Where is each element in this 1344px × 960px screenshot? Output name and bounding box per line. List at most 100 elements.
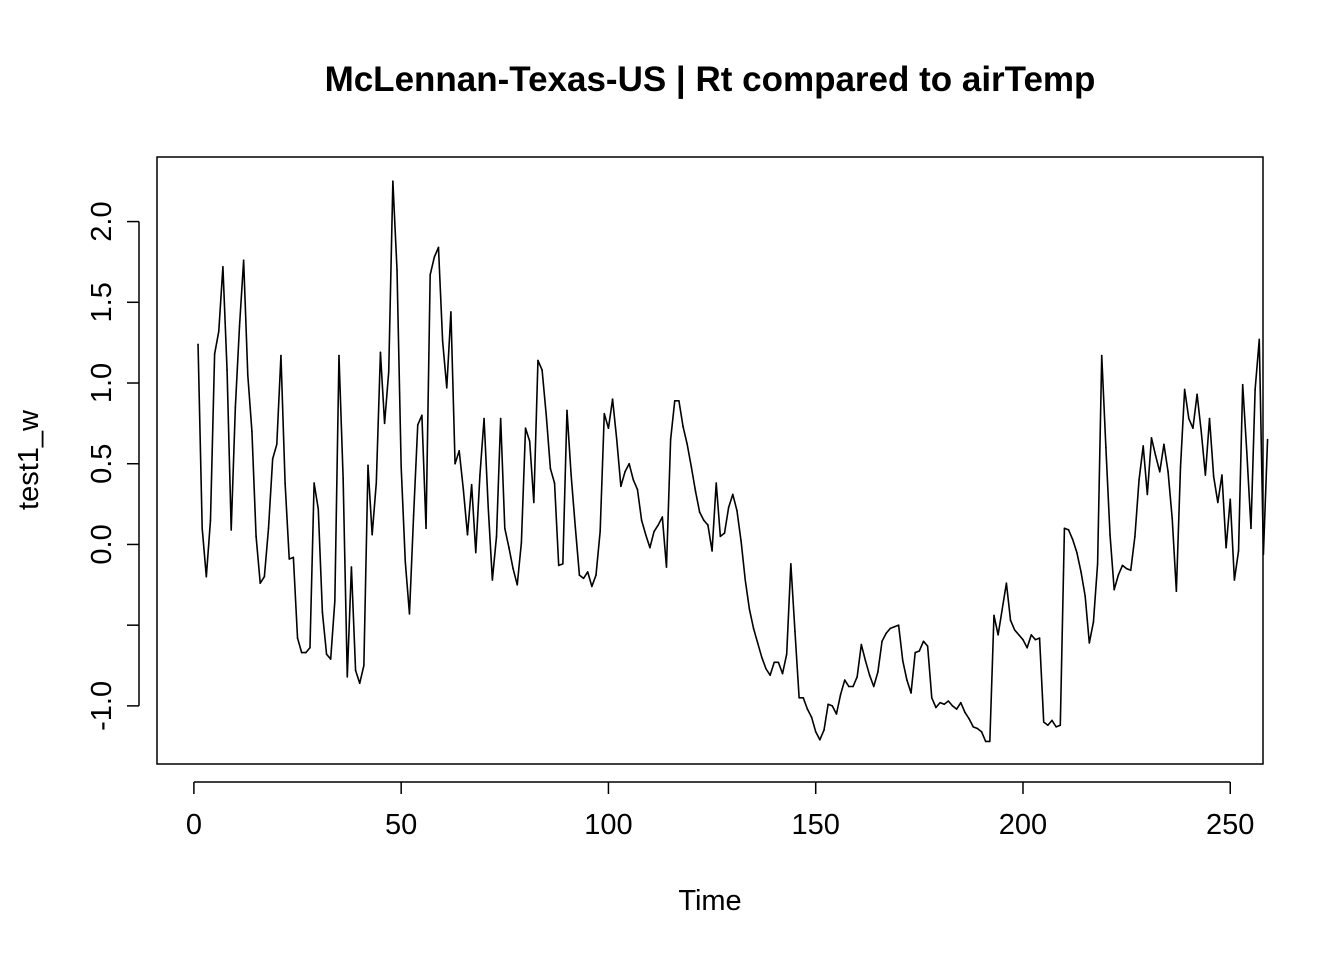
data-point (719, 535, 722, 538)
data-point (690, 466, 693, 468)
data-point (611, 398, 614, 400)
data-point (943, 703, 946, 706)
series-line (197, 180, 1269, 743)
data-point (926, 645, 929, 647)
data-point (906, 679, 908, 681)
data-point (1013, 629, 1016, 631)
data-point (528, 440, 531, 442)
data-point (222, 265, 224, 268)
data-point (1038, 637, 1041, 639)
data-point (777, 661, 780, 664)
data-point (997, 634, 999, 636)
data-point (628, 462, 630, 465)
data-point (1183, 388, 1186, 391)
data-point (454, 462, 456, 465)
data-point (1026, 646, 1028, 649)
data-point (508, 546, 510, 549)
data-point (1059, 724, 1062, 727)
data-point (1208, 417, 1211, 420)
data-point (682, 425, 684, 428)
data-point (727, 506, 730, 509)
data-point (1009, 619, 1012, 622)
data-point (491, 579, 494, 581)
data-point (599, 530, 601, 533)
data-point (885, 632, 887, 635)
data-point (591, 585, 593, 588)
data-point (549, 467, 552, 470)
data-point (877, 671, 879, 673)
data-point (1154, 454, 1157, 457)
data-point (814, 730, 817, 733)
plot-frame (156, 156, 1264, 765)
data-point (363, 664, 365, 667)
data-point (860, 643, 863, 646)
data-point (1055, 726, 1057, 728)
data-point (574, 525, 577, 528)
data-point (839, 693, 842, 696)
data-point (1262, 553, 1265, 555)
data-point (276, 443, 278, 446)
data-point (653, 530, 655, 533)
data-point (379, 351, 382, 354)
data-point (562, 563, 564, 565)
data-point (603, 412, 606, 415)
data-point (761, 656, 763, 659)
data-point (1092, 621, 1095, 623)
data-point (1100, 354, 1103, 357)
data-point (769, 674, 771, 677)
data-point (305, 651, 307, 654)
data-point (868, 674, 871, 677)
data-point (835, 713, 838, 715)
x-tick-label: 100 (584, 809, 632, 841)
data-point (736, 509, 738, 512)
data-point (284, 482, 286, 484)
data-point (715, 482, 718, 484)
data-point (516, 584, 519, 586)
data-point (756, 642, 759, 644)
data-point (392, 180, 394, 183)
data-point (288, 558, 291, 560)
data-point (425, 527, 427, 530)
data-point (1146, 493, 1149, 496)
data-point (744, 579, 747, 581)
data-point (450, 311, 452, 313)
data-point (910, 692, 912, 694)
data-point (1142, 445, 1144, 447)
data-point (441, 340, 444, 342)
data-point (802, 697, 805, 699)
data-point (980, 730, 983, 733)
data-point (785, 653, 788, 656)
data-point (462, 488, 465, 491)
data-point (354, 669, 357, 672)
data-point (557, 564, 560, 567)
data-point (470, 483, 473, 486)
data-point (968, 718, 970, 720)
data-point (383, 422, 386, 425)
data-point (313, 482, 315, 484)
data-point (661, 516, 664, 518)
data-point (317, 508, 320, 510)
data-point (1246, 451, 1248, 454)
data-point (512, 567, 514, 570)
data-point (694, 490, 697, 492)
data-point (897, 624, 900, 626)
data-point (230, 529, 232, 531)
x-tick-label: 200 (999, 809, 1047, 841)
data-point (893, 625, 896, 628)
x-axis-label: Time (678, 885, 741, 917)
y-tick-label: 1.5 (86, 282, 118, 322)
x-tick-label: 150 (792, 809, 840, 841)
x-tick-label: 50 (385, 809, 417, 841)
data-point (1266, 438, 1269, 441)
data-point (280, 354, 282, 357)
data-point (1125, 567, 1128, 570)
data-point (607, 427, 610, 430)
data-point (1217, 501, 1219, 504)
data-point (346, 676, 349, 678)
y-tick-label: 0.5 (86, 444, 118, 484)
data-point (421, 414, 423, 417)
data-point (1047, 724, 1049, 727)
data-point (487, 506, 490, 509)
data-point (466, 533, 469, 536)
data-point (864, 659, 867, 662)
